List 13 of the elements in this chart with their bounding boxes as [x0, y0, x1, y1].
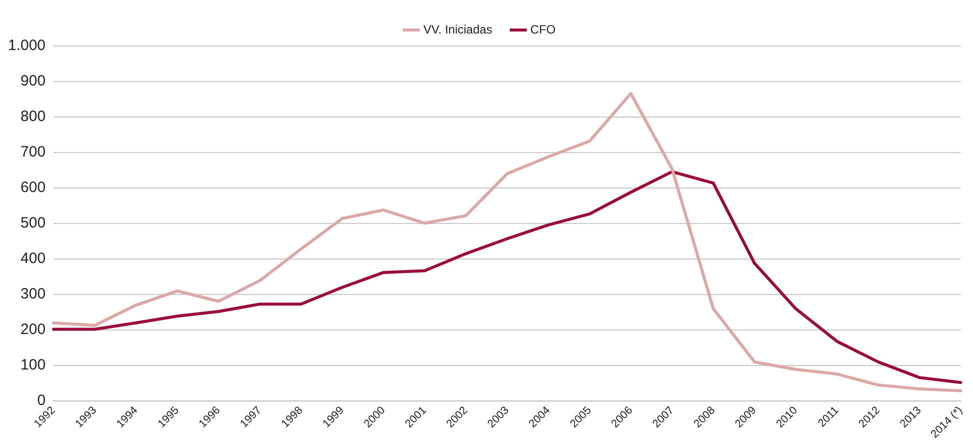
legend-label: CFO [530, 22, 556, 36]
y-tick-label: 600 [20, 179, 46, 196]
y-tick-label: 500 [20, 214, 46, 232]
legend-label: VV. Iniciadas [423, 22, 492, 36]
y-tick-label: 1.000 [8, 37, 46, 54]
y-tick-label: 100 [20, 356, 46, 374]
y-tick-label: 800 [20, 108, 46, 126]
y-tick-label: 900 [20, 72, 46, 90]
y-tick-label: 300 [20, 286, 46, 303]
y-tick-label: 0 [37, 392, 46, 410]
y-tick-label: 200 [20, 321, 46, 338]
y-tick-label: 700 [20, 144, 46, 161]
y-tick-label: 400 [20, 250, 46, 268]
